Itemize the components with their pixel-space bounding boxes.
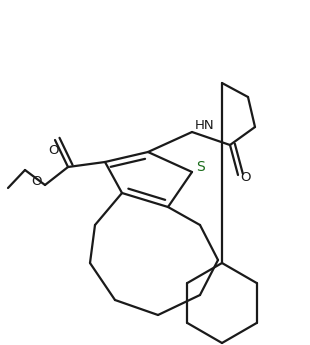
Text: S: S (197, 160, 205, 174)
Text: O: O (241, 170, 251, 184)
Text: O: O (48, 144, 58, 157)
Text: O: O (31, 175, 41, 187)
Text: HN: HN (195, 118, 215, 131)
